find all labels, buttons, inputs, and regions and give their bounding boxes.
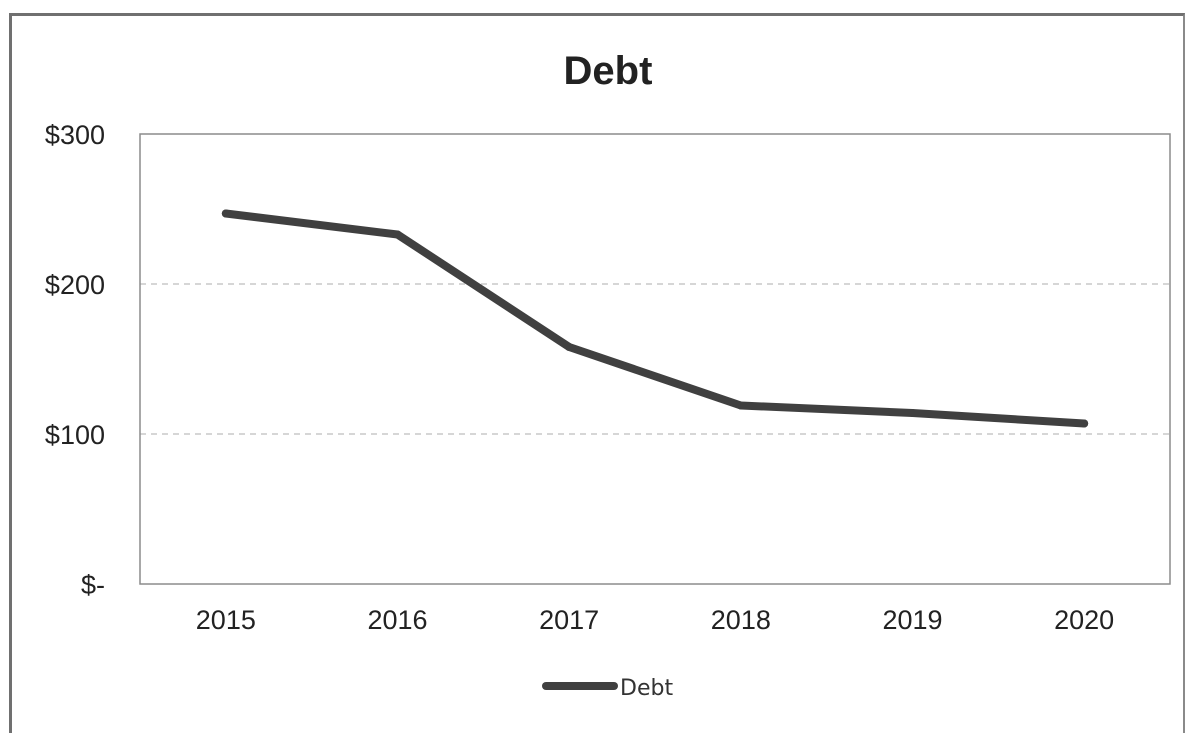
y-axis-ticks: $300 $200 $100 $- [45, 120, 105, 600]
plot-area [139, 133, 1171, 585]
chart-frame [9, 13, 1185, 733]
data-point-2019 [908, 409, 917, 417]
y-tick-label: $200 [45, 270, 105, 300]
data-point-2015 [221, 209, 230, 218]
legend: Debt [542, 676, 673, 701]
data-point-2016 [393, 230, 402, 239]
x-tick-label: 2019 [882, 605, 942, 635]
gridlines [140, 283, 1170, 435]
x-tick-label: 2018 [711, 605, 771, 635]
y-tick-label: $- [81, 570, 105, 600]
series-line-debt [221, 209, 1089, 428]
x-axis-ticks: 2015 2016 2017 2018 2019 2020 [196, 605, 1114, 635]
series-layer [221, 209, 1089, 428]
x-tick-label: 2016 [367, 605, 427, 635]
y-tick-label: $100 [45, 420, 105, 450]
y-tick-label: $300 [45, 120, 105, 150]
data-point-2018 [736, 401, 745, 410]
data-point-2020 [1080, 419, 1089, 428]
data-point-2017 [565, 343, 574, 351]
x-tick-label: 2017 [539, 605, 599, 635]
x-tick-label: 2015 [196, 605, 256, 635]
x-tick-label: 2020 [1054, 605, 1114, 635]
legend-label-debt: Debt [620, 676, 673, 701]
chart-title: Debt [564, 49, 653, 93]
